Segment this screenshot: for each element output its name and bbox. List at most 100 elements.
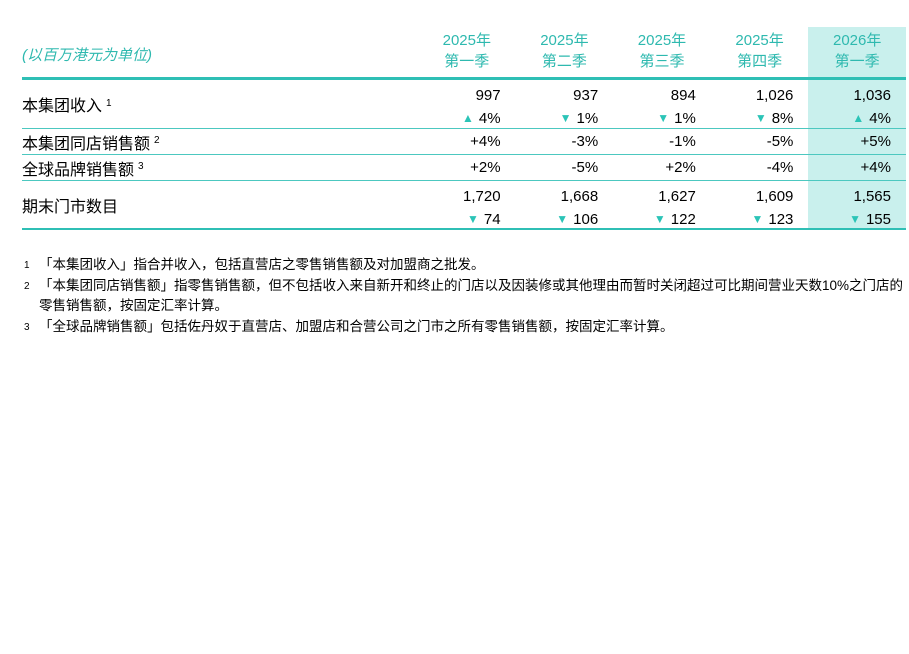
value-cell: 1,609 ▼ 123 xyxy=(711,181,809,228)
column-header-5: 2026年第一季 xyxy=(808,27,906,77)
change-indicator: ▼ 106 xyxy=(516,211,599,228)
unit-cell: (以百万港元为单位) xyxy=(22,27,418,77)
column-header-2: 2025年第二季 xyxy=(516,27,614,77)
column-header-quarter: 第一季 xyxy=(444,53,490,70)
change-indicator: ▼ 1% xyxy=(613,110,696,127)
column-header-4: 2025年第四季 xyxy=(711,27,809,77)
triangle-down-icon: ▼ xyxy=(559,111,572,125)
cell-value: -3% xyxy=(571,133,599,150)
triangle-down-icon: ▼ xyxy=(754,111,767,125)
column-header-quarter: 第四季 xyxy=(737,53,783,70)
cell-value: 1,565 xyxy=(853,188,891,205)
change-value: 74 xyxy=(483,211,501,228)
triangle-down-icon: ▼ xyxy=(467,212,479,226)
footnote-text: 「本集团收入」指合并收入，包括直营店之零售销售额及对加盟商之批发。 xyxy=(39,257,485,272)
column-header-year: 2025年 xyxy=(442,32,491,49)
change-indicator: ▼ 155 xyxy=(808,211,891,228)
column-header-year: 2025年 xyxy=(735,32,784,49)
value-cell: 937 ▼ 1% xyxy=(516,80,614,128)
cell-value: -1% xyxy=(669,133,696,150)
cell-value: 894 xyxy=(670,87,696,104)
table-header-row: (以百万港元为单位) 2025年 第一季 2025年 第二季 2025年 第三季 2025年… xyxy=(22,27,906,80)
cell-value: 1,026 xyxy=(755,87,794,104)
value-cell: 894 ▼ 1% xyxy=(613,80,711,128)
change-value: 8% xyxy=(771,110,794,127)
table-row: 全球品牌销售额 3 +2% -5% +2% -4% +4% xyxy=(22,155,906,181)
triangle-down-icon: ▼ xyxy=(751,212,764,226)
value-cell: +2% xyxy=(418,155,516,180)
cell-value: 937 xyxy=(573,87,599,104)
change-indicator: ▼ 123 xyxy=(711,211,794,228)
cell-value: +2% xyxy=(470,159,501,176)
column-header-year: 2025年 xyxy=(637,32,687,49)
change-value: 155 xyxy=(865,211,891,228)
triangle-down-icon: ▼ xyxy=(657,111,670,125)
column-header-quarter: 第二季 xyxy=(541,53,587,70)
change-indicator: ▼ 8% xyxy=(711,110,794,127)
column-header-year: 2026年 xyxy=(833,32,882,49)
cell-value: +4% xyxy=(860,159,891,176)
triangle-down-icon: ▼ xyxy=(556,212,569,226)
change-indicator: ▼ 122 xyxy=(613,211,696,228)
footnote: 2 「本集团同店销售额」指零售销售额，但不包括收入来自新开和终止的门店以及因装修或… xyxy=(22,276,905,317)
change-value: 1% xyxy=(576,110,599,127)
footnote: 1 「本集团收入」指合并收入，包括直营店之零售销售额及对加盟商之批发。 xyxy=(22,255,905,276)
footnote-text: 「本集团同店销售额」指零售销售额，但不包括收入来自新开和终止的门店以及因装修或其… xyxy=(39,277,904,314)
row-label-text: 本集团收入 xyxy=(22,98,103,115)
cell-value: 1,627 xyxy=(658,188,696,205)
footnote-ref: 1 xyxy=(24,260,30,271)
row-label-text: 期末门市数目 xyxy=(22,198,119,216)
footnote-text: 「全球品牌销售额」包括佐丹奴于直营店、加盟店和合营公司之门市之所有零售销售额，按… xyxy=(39,318,674,334)
cell-value: +2% xyxy=(665,159,696,176)
value-cell: 1,668 ▼ 106 xyxy=(516,181,614,228)
cell-value: +4% xyxy=(470,133,501,150)
change-value: 4% xyxy=(478,110,501,127)
value-cell: +4% xyxy=(418,129,516,154)
value-cell: -5% xyxy=(516,155,614,180)
value-cell: -5% xyxy=(711,129,809,154)
table-body: 本集团收入 1 997 ▲ 4% 937 ▼ 1% 894 ▼ 1% 1,026 ▼ 8% 1,036 ▲ 4%… xyxy=(22,80,906,230)
footnote: 3 「全球品牌销售额」包括佐丹奴于直营店、加盟店和合营公司之门市之所有零售销售额，… xyxy=(22,317,905,338)
triangle-down-icon: ▼ xyxy=(849,212,861,226)
change-value: 123 xyxy=(768,211,794,228)
change-value: 122 xyxy=(670,211,696,228)
footnote-ref: 2 xyxy=(24,280,30,292)
quarterly-results-page: (以百万港元为单位) 2025年 第一季 2025年 第二季 2025年 第三季 2025年… xyxy=(22,0,906,337)
triangle-up-icon: ▲ xyxy=(852,111,865,125)
cell-value: -4% xyxy=(766,159,794,176)
cell-value: -5% xyxy=(766,133,794,150)
row-label-text: 全球品牌销售额 xyxy=(22,161,135,179)
value-cell: -1% xyxy=(613,129,711,154)
row-footnote-ref: 1 xyxy=(106,97,112,109)
cell-value: 1,720 xyxy=(463,188,501,205)
column-header-quarter: 第一季 xyxy=(834,53,880,70)
value-cell: 1,627 ▼ 122 xyxy=(613,181,711,228)
column-header-1: 2025年第一季 xyxy=(418,27,516,77)
row-footnote-ref: 2 xyxy=(154,135,160,146)
change-value: 106 xyxy=(573,211,599,228)
cell-value: 997 xyxy=(475,87,501,104)
row-footnote-ref: 3 xyxy=(138,161,144,172)
column-header-3: 2025年 第三季 xyxy=(613,27,711,77)
cell-value: +5% xyxy=(860,133,891,150)
value-cell: 997 ▲ 4% xyxy=(418,80,516,128)
cell-value: 1,668 xyxy=(560,188,599,205)
value-cell: 1,036 ▲ 4% xyxy=(808,80,906,128)
value-cell: 1,565 ▼ 155 xyxy=(808,181,906,228)
change-indicator: ▲ 4% xyxy=(808,110,891,127)
table-row: 本集团同店销售额 2 +4% -3% -1% -5% +5% xyxy=(22,129,906,155)
cell-value: 1,036 xyxy=(853,87,891,104)
value-cell: 1,026 ▼ 8% xyxy=(711,80,809,128)
value-cell: +5% xyxy=(808,129,906,154)
change-indicator: ▲ 4% xyxy=(418,110,501,127)
change-value: 4% xyxy=(869,110,891,127)
triangle-down-icon: ▼ xyxy=(653,212,666,226)
cell-value: 1,609 xyxy=(755,188,794,205)
change-indicator: ▼ 74 xyxy=(418,211,501,228)
row-label: 期末门市数目 xyxy=(22,181,418,228)
column-header-year: 2025年 xyxy=(540,32,589,49)
footnotes: 1 「本集团收入」指合并收入，包括直营店之零售销售额及对加盟商之批发。 2 「本集团同… xyxy=(22,255,905,337)
change-indicator: ▼ 1% xyxy=(516,110,599,127)
footnote-ref: 3 xyxy=(24,321,30,333)
table-row: 本集团收入 1 997 ▲ 4% 937 ▼ 1% 894 ▼ 1% 1,026 ▼ 8% 1,036 ▲ 4% xyxy=(22,80,906,129)
